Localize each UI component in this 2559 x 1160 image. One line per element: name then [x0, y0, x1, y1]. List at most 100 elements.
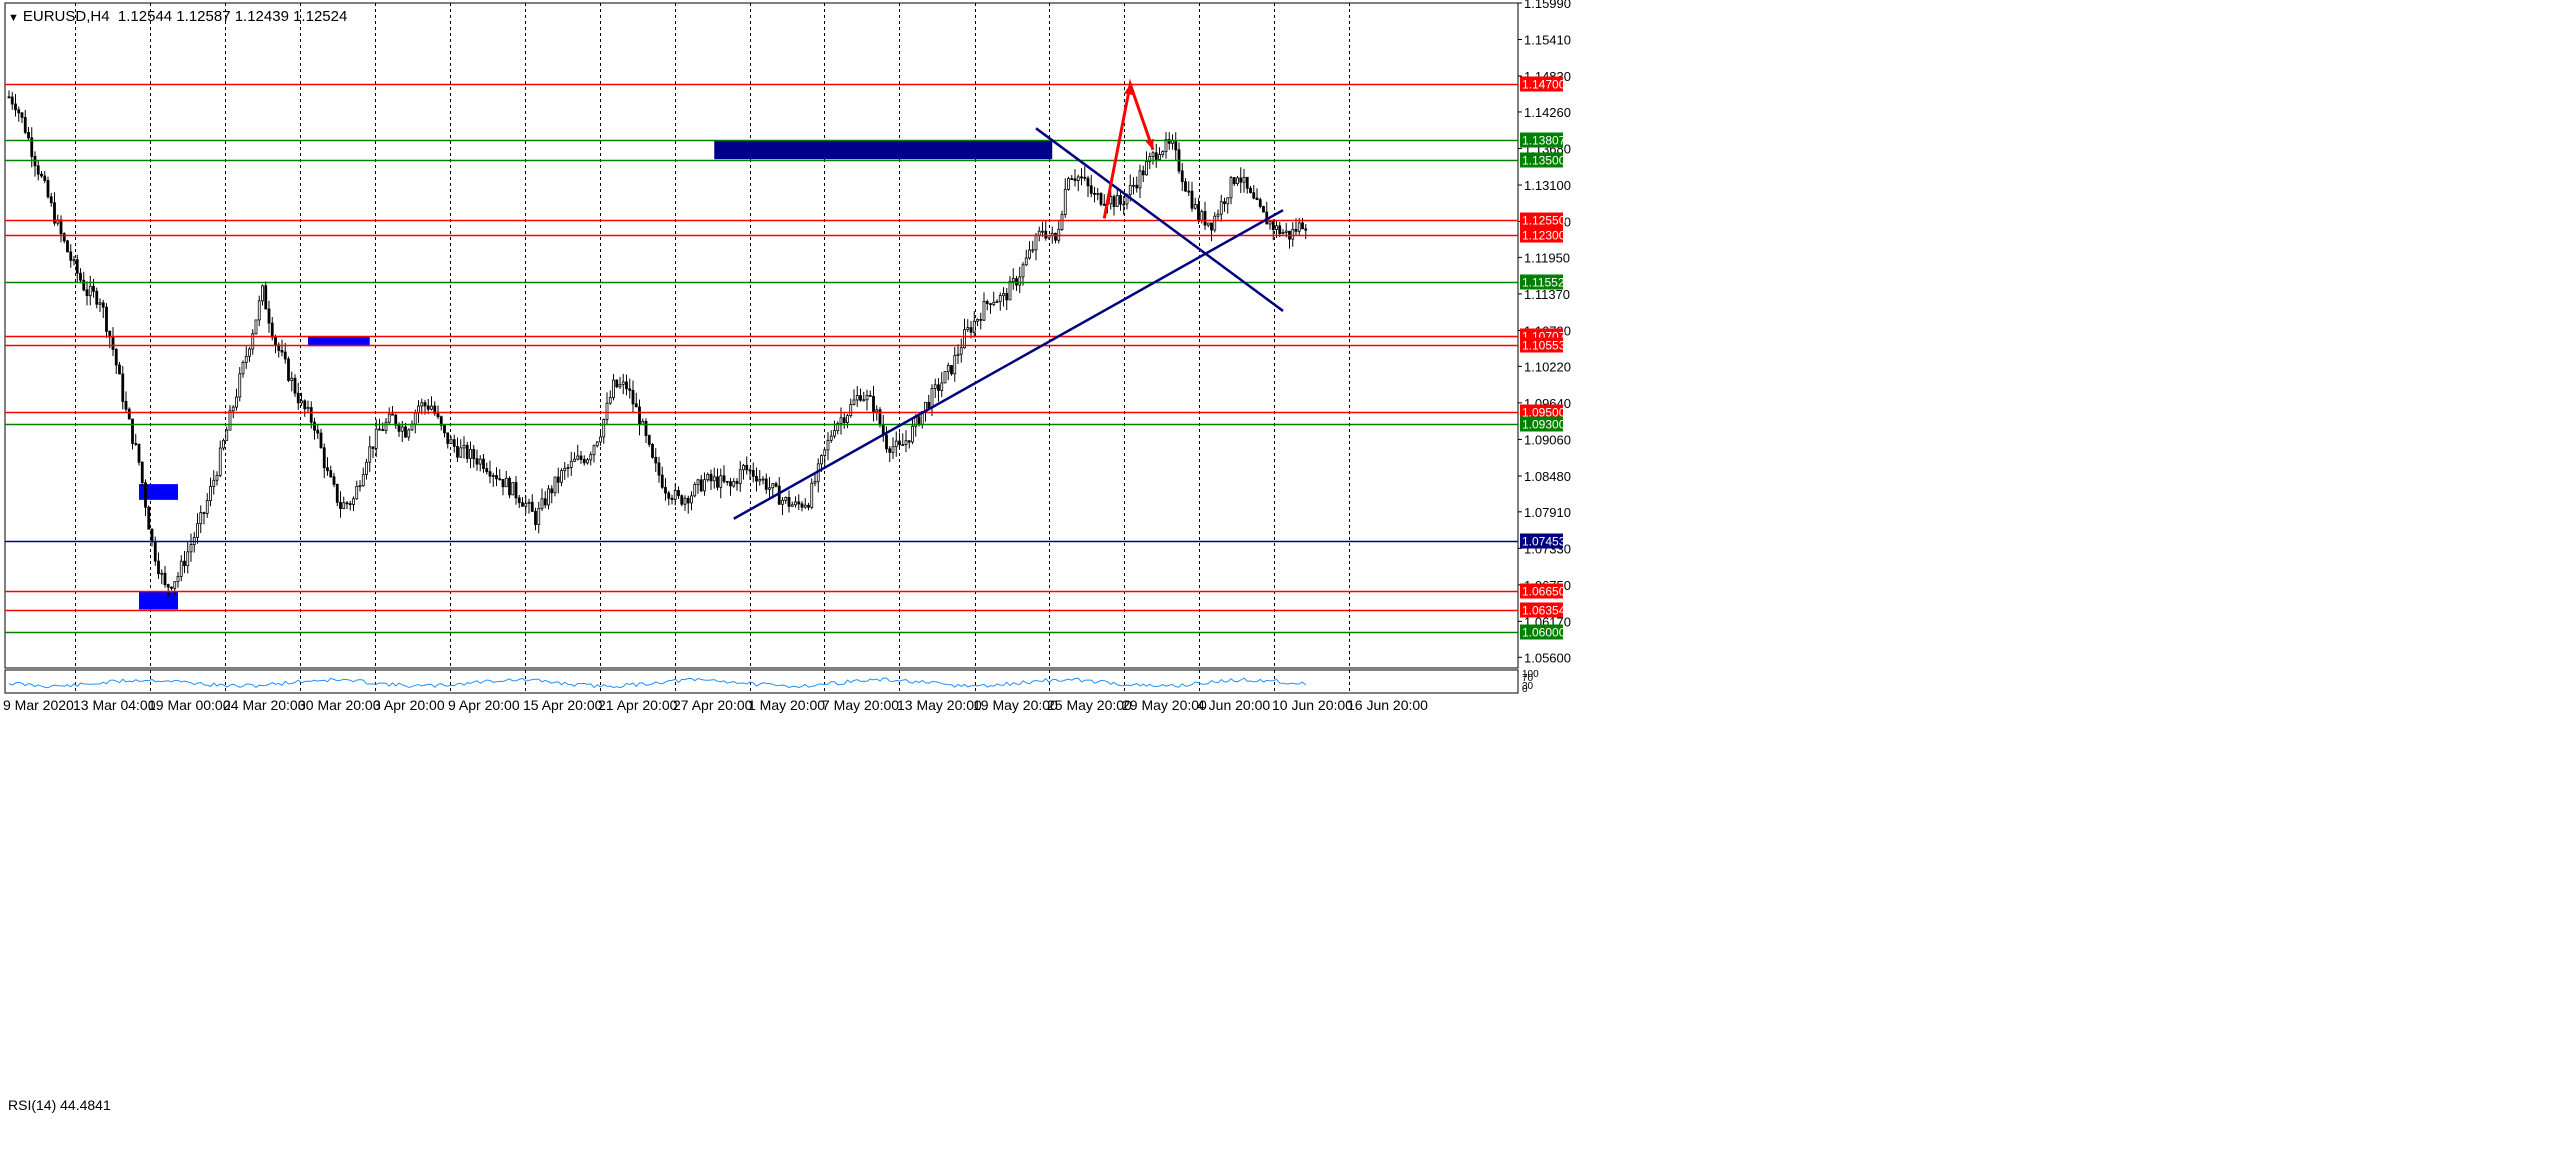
candle-body: [391, 413, 394, 416]
candle-body: [651, 444, 654, 458]
candle-body: [439, 416, 443, 426]
candle-body: [1232, 177, 1236, 185]
candle-body: [101, 302, 105, 308]
candle-body: [745, 464, 749, 471]
candle-body: [358, 485, 362, 488]
candle-body: [550, 488, 554, 494]
candle-body: [560, 470, 563, 483]
candle-body: [319, 432, 323, 449]
candle-body: [332, 476, 336, 485]
candle-body: [452, 439, 456, 447]
candle-body: [586, 459, 589, 464]
symbol-timeframe: EURUSD,H4: [22, 8, 110, 25]
candle-body: [989, 303, 992, 306]
candle-body: [794, 501, 797, 506]
rsi-scale-label: 0: [1522, 684, 1528, 695]
candle-body: [1011, 278, 1015, 282]
level-price-label: 1.09300: [1522, 418, 1566, 432]
rsi-label: RSI(14) 44.4841: [8, 1097, 111, 1113]
level-price-tag: [1520, 404, 1563, 420]
candle-body: [72, 259, 76, 262]
candle-body: [326, 467, 329, 472]
candle-body: [732, 481, 736, 487]
candle-body: [527, 501, 531, 504]
candle-body: [491, 475, 495, 477]
rsi-panel-frame: [4, 669, 1519, 694]
candle-body: [846, 415, 849, 423]
candle-body: [1284, 230, 1288, 233]
candle-body: [1190, 190, 1194, 209]
candle-body: [573, 458, 576, 462]
candle-body: [1076, 176, 1080, 181]
candle-body: [566, 467, 570, 469]
y-tick-label: 1.07910: [1524, 505, 1571, 520]
candle-body: [956, 353, 960, 356]
candle-body: [449, 439, 453, 444]
x-tick-label: 25 May 20:00: [1047, 697, 1132, 713]
candle-body: [404, 426, 407, 438]
dropdown-triangle-icon[interactable]: ▼: [8, 12, 19, 24]
candle-body: [1268, 221, 1272, 225]
candle-body: [716, 476, 719, 488]
candle-body: [595, 441, 599, 447]
level-price-label: 1.12300: [1522, 229, 1566, 243]
candle-body: [1262, 206, 1265, 213]
candle-body: [943, 371, 947, 384]
candle-body: [514, 482, 518, 499]
x-tick-label: 7 May 20:00: [822, 697, 899, 713]
candle-body: [290, 377, 294, 381]
candle-body: [1210, 222, 1213, 231]
candle-body: [927, 401, 931, 409]
candle-body: [150, 528, 154, 543]
candle-body: [1226, 197, 1230, 205]
candle-body: [1197, 203, 1200, 221]
candle-body: [348, 503, 352, 505]
candle-body: [556, 476, 560, 483]
candle-body: [976, 318, 979, 322]
candle-body: [829, 435, 833, 441]
rsi-scale-label: 100: [1522, 669, 1539, 680]
candle-body: [365, 461, 368, 476]
candle-body: [231, 406, 235, 412]
candle-body: [855, 395, 859, 401]
candle-body: [270, 322, 274, 338]
candle-body: [1219, 201, 1223, 215]
candle-body: [735, 481, 739, 484]
candle-body: [569, 460, 573, 468]
candle-body: [134, 443, 138, 445]
rsi-line: [8, 677, 1307, 689]
rsi-scale-label: 70: [1522, 673, 1534, 684]
candle-body: [888, 448, 892, 453]
candle-body: [933, 384, 937, 389]
candle-body: [719, 475, 723, 488]
candle-body: [979, 318, 983, 321]
candle-body: [209, 486, 212, 501]
candle-body: [1187, 190, 1191, 193]
candle-body: [147, 506, 151, 530]
candle-body: [274, 336, 277, 346]
candle-body: [475, 458, 479, 465]
candle-body: [202, 512, 206, 515]
candle-body: [153, 541, 157, 562]
candle-body: [901, 444, 905, 447]
candle-body: [621, 381, 625, 385]
candle-body: [309, 407, 313, 423]
candle-body: [891, 446, 895, 453]
candle-body: [823, 449, 827, 456]
candle-body: [1255, 197, 1259, 201]
candle-body: [1063, 188, 1067, 215]
candle-body: [1200, 211, 1204, 221]
level-price-label: 1.13500: [1522, 154, 1566, 168]
x-tick-label: 10 Jun 20:00: [1272, 697, 1353, 713]
candle-body: [400, 426, 404, 432]
candle-body: [1252, 192, 1256, 199]
candle-body: [160, 572, 164, 575]
candle-body: [1018, 276, 1022, 286]
candle-body: [582, 459, 586, 464]
candle-body: [774, 483, 778, 487]
candle-body: [690, 495, 693, 504]
candle-body: [1005, 293, 1009, 301]
candle-body: [1275, 225, 1278, 230]
candle-body: [667, 492, 671, 499]
